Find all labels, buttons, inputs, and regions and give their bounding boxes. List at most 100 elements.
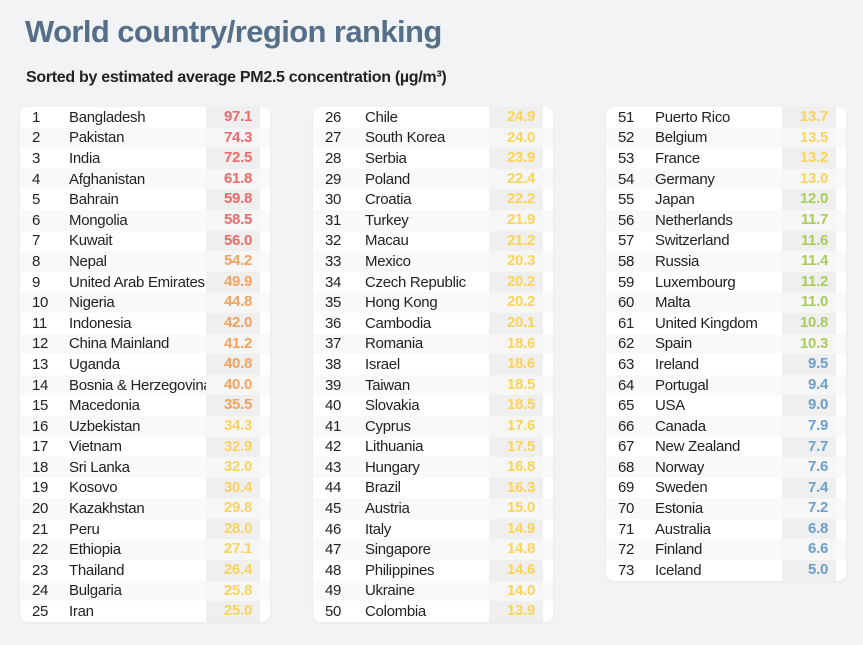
- country-cell: Ethiopia: [69, 541, 121, 559]
- pm25-value-cell: 18.6: [489, 354, 543, 375]
- rank-cell: 41: [325, 417, 342, 435]
- rank-cell: 25: [32, 603, 49, 621]
- country-cell: South Korea: [365, 129, 446, 147]
- rank-cell: 44: [325, 479, 342, 497]
- pm25-value-cell: 7.2: [782, 498, 836, 519]
- table-row: 43 Hungary 16.8: [313, 457, 553, 478]
- table-row: 24 Bulgaria 25.8: [20, 580, 270, 602]
- pm25-value-cell: 42.0: [206, 312, 260, 334]
- pm25-value-cell: 28.0: [206, 518, 260, 540]
- table-row: 72 Finland 6.6: [606, 539, 846, 561]
- ranking-column-2: 26 Chile 24.9 27 South Korea 24.0 28 Serbia 23.9…: [313, 107, 553, 622]
- rank-cell: 13: [32, 355, 49, 373]
- pm25-value-cell: 44.8: [206, 292, 260, 313]
- country-cell: Colombia: [365, 603, 426, 621]
- pm25-value-cell: 13.0: [782, 168, 836, 190]
- country-cell: Bangladesh: [69, 108, 146, 126]
- rank-cell: 70: [618, 500, 635, 518]
- table-row: 13 Uganda 40.8: [20, 354, 270, 375]
- table-row: 50 Colombia 13.9: [313, 601, 553, 622]
- table-row: 58 Russia 11.4: [606, 251, 846, 272]
- rank-cell: 35: [325, 294, 342, 312]
- pm25-value-cell: 14.6: [489, 560, 543, 581]
- pm25-value-cell: 74.3: [206, 127, 260, 149]
- pm25-value-cell: 25.0: [206, 601, 260, 622]
- rank-cell: 73: [618, 561, 635, 579]
- table-row: 56 Netherlands 11.7: [606, 209, 846, 231]
- country-cell: Brazil: [365, 479, 401, 497]
- rank-cell: 20: [32, 500, 49, 518]
- table-row: 41 Cyprus 17.6: [313, 415, 553, 437]
- table-row: 22 Ethiopia 27.1: [20, 539, 270, 561]
- ranking-column-3: 51 Puerto Rico 13.7 52 Belgium 13.5 53 France 13…: [606, 107, 846, 581]
- country-cell: Slovakia: [365, 397, 420, 415]
- rank-cell: 60: [618, 294, 635, 312]
- table-row: 40 Slovakia 18.5: [313, 395, 553, 416]
- pm25-value-cell: 40.0: [206, 374, 260, 396]
- table-row: 66 Canada 7.9: [606, 415, 846, 437]
- table-row: 20 Kazakhstan 29.8: [20, 498, 270, 519]
- country-cell: Hong Kong: [365, 294, 438, 312]
- pm25-value-cell: 40.8: [206, 354, 260, 375]
- country-cell: Croatia: [365, 191, 412, 209]
- table-row: 23 Thailand 26.4: [20, 560, 270, 581]
- country-cell: Taiwan: [365, 376, 410, 394]
- pm25-value-cell: 5.0: [782, 560, 836, 581]
- pm25-value-cell: 7.4: [782, 477, 836, 499]
- rank-cell: 24: [32, 582, 49, 600]
- rank-cell: 63: [618, 355, 635, 373]
- table-row: 4 Afghanistan 61.8: [20, 168, 270, 190]
- pm25-value-cell: 17.5: [489, 436, 543, 458]
- table-row: 15 Macedonia 35.5: [20, 395, 270, 416]
- table-row: 55 Japan 12.0: [606, 189, 846, 210]
- country-cell: Puerto Rico: [655, 108, 731, 126]
- rank-cell: 42: [325, 438, 342, 456]
- rank-cell: 29: [325, 170, 342, 188]
- rank-cell: 1: [32, 108, 41, 126]
- pm25-value-cell: 14.9: [489, 518, 543, 540]
- country-cell: Cyprus: [365, 417, 411, 435]
- rank-cell: 37: [325, 335, 342, 353]
- country-cell: Luxembourg: [655, 273, 736, 291]
- rank-cell: 31: [325, 211, 342, 229]
- rank-cell: 62: [618, 335, 635, 353]
- rank-cell: 56: [618, 211, 635, 229]
- table-row: 21 Peru 28.0: [20, 518, 270, 540]
- pm25-value-cell: 61.8: [206, 168, 260, 190]
- table-row: 16 Uzbekistan 34.3: [20, 415, 270, 437]
- table-row: 48 Philippines 14.6: [313, 560, 553, 581]
- rank-cell: 46: [325, 520, 342, 538]
- rank-cell: 36: [325, 314, 342, 332]
- rank-cell: 50: [325, 603, 342, 621]
- table-row: 2 Pakistan 74.3: [20, 127, 270, 149]
- rank-cell: 8: [32, 252, 41, 270]
- pm25-value-cell: 21.9: [489, 209, 543, 231]
- pm25-value-cell: 22.4: [489, 168, 543, 190]
- rank-cell: 10: [32, 294, 49, 312]
- pm25-value-cell: 21.2: [489, 230, 543, 252]
- pm25-value-cell: 9.0: [782, 395, 836, 416]
- table-row: 6 Mongolia 58.5: [20, 209, 270, 231]
- country-cell: Afghanistan: [69, 170, 145, 188]
- country-cell: Canada: [655, 417, 706, 435]
- pm25-value-cell: 25.8: [206, 580, 260, 602]
- rank-cell: 52: [618, 129, 635, 147]
- pm25-value-cell: 18.5: [489, 395, 543, 416]
- pm25-value-cell: 11.0: [782, 292, 836, 313]
- country-cell: Peru: [69, 520, 100, 538]
- table-row: 5 Bahrain 59.8: [20, 189, 270, 210]
- table-row: 8 Nepal 54.2: [20, 251, 270, 272]
- rank-cell: 57: [618, 232, 635, 250]
- rank-cell: 55: [618, 191, 635, 209]
- rank-cell: 58: [618, 252, 635, 270]
- table-row: 54 Germany 13.0: [606, 168, 846, 190]
- table-row: 11 Indonesia 42.0: [20, 312, 270, 334]
- table-row: 68 Norway 7.6: [606, 457, 846, 478]
- table-row: 18 Sri Lanka 32.0: [20, 457, 270, 478]
- country-cell: Romania: [365, 335, 423, 353]
- country-cell: Macedonia: [69, 397, 140, 415]
- country-cell: Nigeria: [69, 294, 115, 312]
- table-row: 60 Malta 11.0: [606, 292, 846, 313]
- country-cell: Pakistan: [69, 129, 125, 147]
- country-cell: Czech Republic: [365, 273, 466, 291]
